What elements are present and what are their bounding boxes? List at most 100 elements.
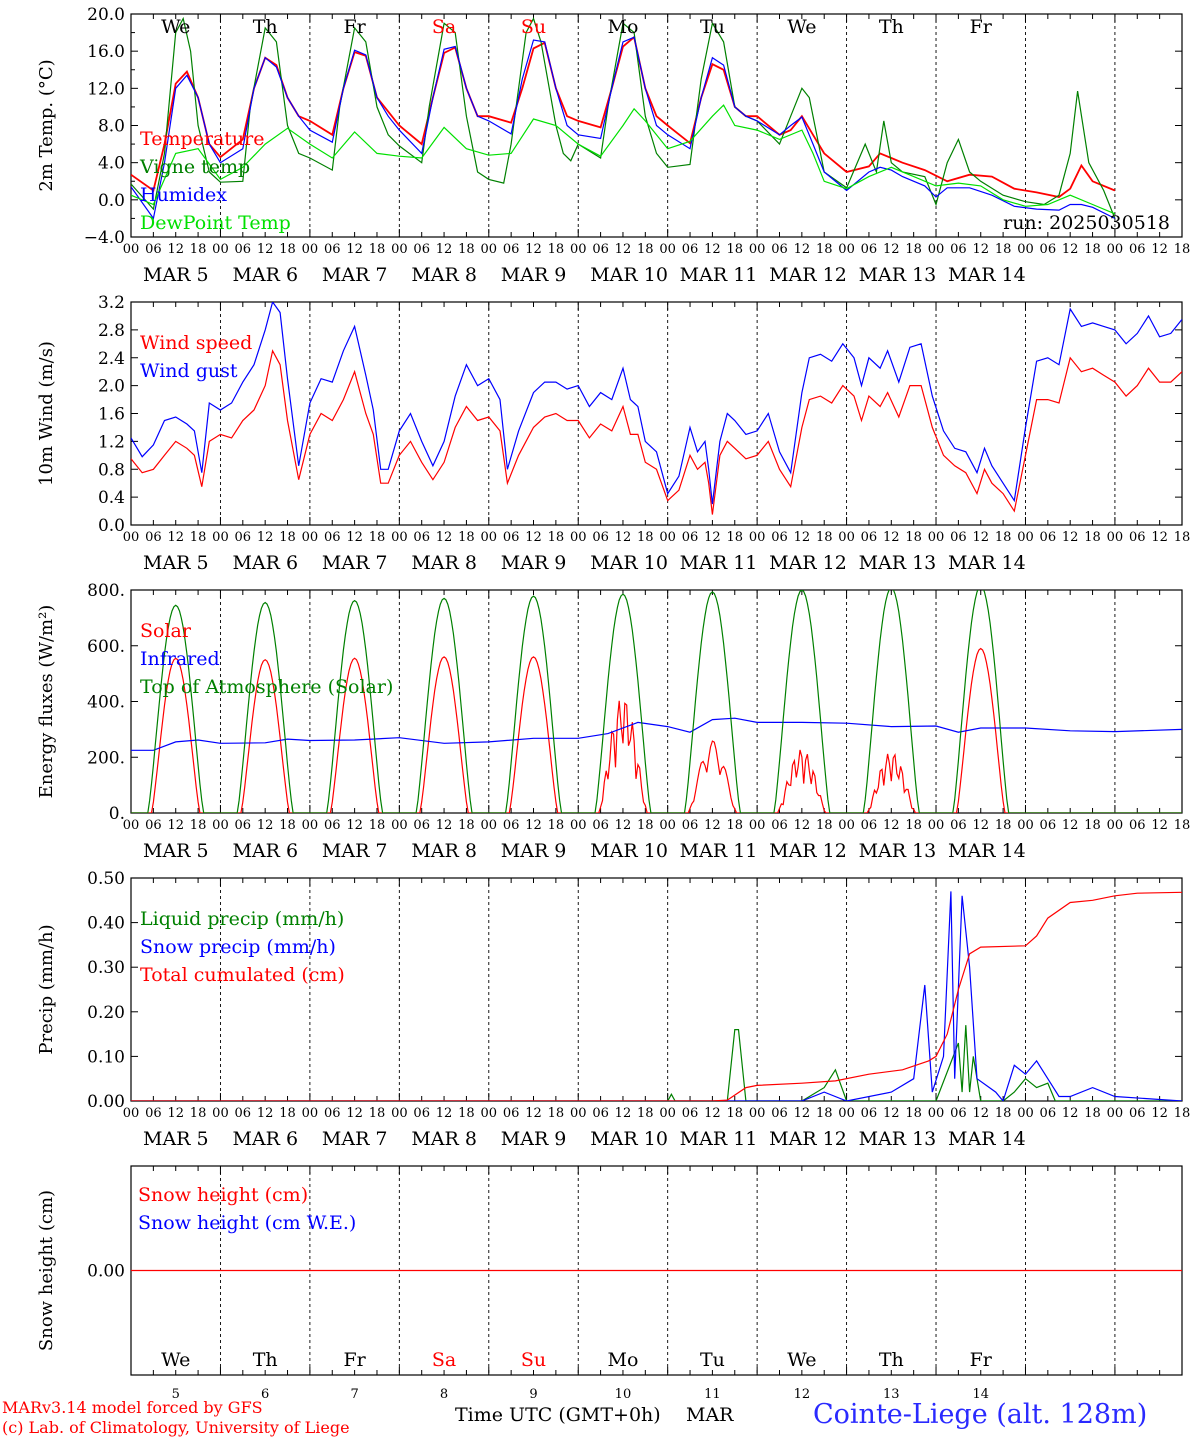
date-label: MAR 10 <box>590 552 668 574</box>
y-tick-label: 20.0 <box>87 5 125 25</box>
x-tick-label: 18 <box>995 530 1012 545</box>
date-label: MAR 12 <box>769 1128 847 1150</box>
x-tick-label: 12 <box>1151 242 1168 257</box>
x-tick-label: 00 <box>928 530 945 545</box>
x-tick-label: 12 <box>704 818 721 833</box>
x-tick-label: 12 <box>346 1106 363 1121</box>
date-label: MAR 13 <box>859 840 937 862</box>
x-tick-label: 00 <box>838 818 855 833</box>
x-tick-label: 12 <box>1062 818 1079 833</box>
x-tick-label: 06 <box>503 530 520 545</box>
day-number-label: 6 <box>261 1387 269 1402</box>
x-tick-label: 06 <box>235 1106 252 1121</box>
x-tick-label: 00 <box>570 818 587 833</box>
series-line <box>131 302 1182 505</box>
x-tick-label: 18 <box>816 530 833 545</box>
weekday-label: We <box>161 1349 190 1371</box>
panel-1: 00 06 12 18 00 06 12 18 00 06 12 18 00 06 12 18 00 06 12 18… <box>36 5 1190 286</box>
station-name: Cointe-Liege (alt. 128m) <box>813 1399 1148 1430</box>
x-tick-label: 06 <box>235 530 252 545</box>
date-label: MAR 12 <box>769 264 847 286</box>
x-tick-label: 00 <box>302 530 319 545</box>
date-label: MAR 11 <box>680 1128 758 1150</box>
x-tick-label: 06 <box>861 818 878 833</box>
x-tick-label: 18 <box>1084 242 1101 257</box>
x-tick-label: 18 <box>995 818 1012 833</box>
x-tick-label: 18 <box>1174 530 1191 545</box>
series-line <box>131 1025 1182 1101</box>
x-tick-label: 06 <box>413 818 430 833</box>
x-tick-label: 00 <box>749 1106 766 1121</box>
x-tick-label: 12 <box>525 1106 542 1121</box>
run-label: run: 2025030518 <box>1003 212 1170 234</box>
y-tick-label: 400. <box>87 693 125 713</box>
legend-entry: Total cumulated (cm) <box>140 964 345 986</box>
weekday-label: Fr <box>343 1349 366 1371</box>
series-line <box>131 891 1182 1101</box>
panel-4: 00 06 12 18 00 06 12 18 00 06 12 18 00 06 12 18 00 06 12 18… <box>36 869 1190 1150</box>
x-tick-label: 00 <box>659 242 676 257</box>
x-tick-label: 12 <box>1062 1106 1079 1121</box>
x-tick-label: 06 <box>682 1106 699 1121</box>
panel-2: 00 06 12 18 00 06 12 18 00 06 12 18 00 06 12 18 00 06 12 18… <box>36 293 1190 574</box>
x-tick-label: 06 <box>861 530 878 545</box>
model-credit: MARv3.14 model forced by GFS <box>2 1398 263 1417</box>
x-tick-label: 00 <box>1017 818 1034 833</box>
x-tick-label: 12 <box>615 818 632 833</box>
x-tick-label: 18 <box>190 1106 207 1121</box>
x-tick-label: 12 <box>1151 818 1168 833</box>
date-label: MAR 12 <box>769 840 847 862</box>
panel-5: Snow height (cm) 0.00 Snow height (cm) Snow… <box>36 1165 1183 1402</box>
x-tick-label: 06 <box>771 530 788 545</box>
x-tick-label: 06 <box>950 242 967 257</box>
x-tick-label: 18 <box>458 242 475 257</box>
weekday-label: Fr <box>343 16 366 38</box>
x-tick-label: 12 <box>883 530 900 545</box>
x-tick-label: 18 <box>279 530 296 545</box>
series-line <box>131 647 1182 813</box>
x-tick-label: 12 <box>704 242 721 257</box>
weekday-label: Sa <box>432 16 456 38</box>
x-tick-label: 18 <box>548 1106 565 1121</box>
x-tick-label: 18 <box>637 1106 654 1121</box>
x-tick-label: 18 <box>726 242 743 257</box>
weekday-label: Th <box>253 1349 278 1371</box>
y-tick-label: 0. <box>109 804 125 824</box>
x-tick-label: 12 <box>167 242 184 257</box>
date-label: MAR 8 <box>411 1128 477 1150</box>
day-number-label: 11 <box>704 1387 721 1402</box>
x-tick-label: 18 <box>548 242 565 257</box>
weekday-label: Th <box>253 16 278 38</box>
x-tick-label: 06 <box>413 1106 430 1121</box>
weekday-label: We <box>787 16 816 38</box>
y-tick-label: 1.2 <box>98 432 125 452</box>
x-tick-label: 06 <box>503 818 520 833</box>
weekday-label: Tu <box>700 16 725 38</box>
y-tick-label: 3.2 <box>98 293 125 313</box>
x-tick-label: 18 <box>1084 530 1101 545</box>
x-tick-label: 12 <box>883 242 900 257</box>
x-tick-label: 06 <box>1040 242 1057 257</box>
x-tick-label: 12 <box>615 242 632 257</box>
date-label: MAR 10 <box>590 1128 668 1150</box>
x-tick-label: 18 <box>726 530 743 545</box>
panel-3: 00 06 12 18 00 06 12 18 00 06 12 18 00 06 12 18 00 06 12 18… <box>36 581 1190 862</box>
date-label: MAR 8 <box>411 840 477 862</box>
x-tick-label: 06 <box>413 242 430 257</box>
x-tick-label: 18 <box>548 818 565 833</box>
date-label: MAR 7 <box>322 840 388 862</box>
x-tick-label: 12 <box>972 242 989 257</box>
x-tick-label: 06 <box>1129 242 1146 257</box>
x-tick-label: 00 <box>1017 530 1034 545</box>
legend-entry: Wind gust <box>140 360 238 382</box>
x-tick-label: 06 <box>861 242 878 257</box>
y-tick-label: 4.0 <box>98 154 125 174</box>
date-label: MAR 5 <box>143 552 209 574</box>
y-tick-label: 0.10 <box>87 1047 125 1067</box>
x-tick-label: 12 <box>346 818 363 833</box>
x-tick-label: 00 <box>838 242 855 257</box>
x-tick-label: 00 <box>659 818 676 833</box>
x-tick-label: 12 <box>794 818 811 833</box>
y-tick-label: 0.30 <box>87 958 125 978</box>
y-axis-label: Snow height (cm) <box>36 1190 57 1351</box>
